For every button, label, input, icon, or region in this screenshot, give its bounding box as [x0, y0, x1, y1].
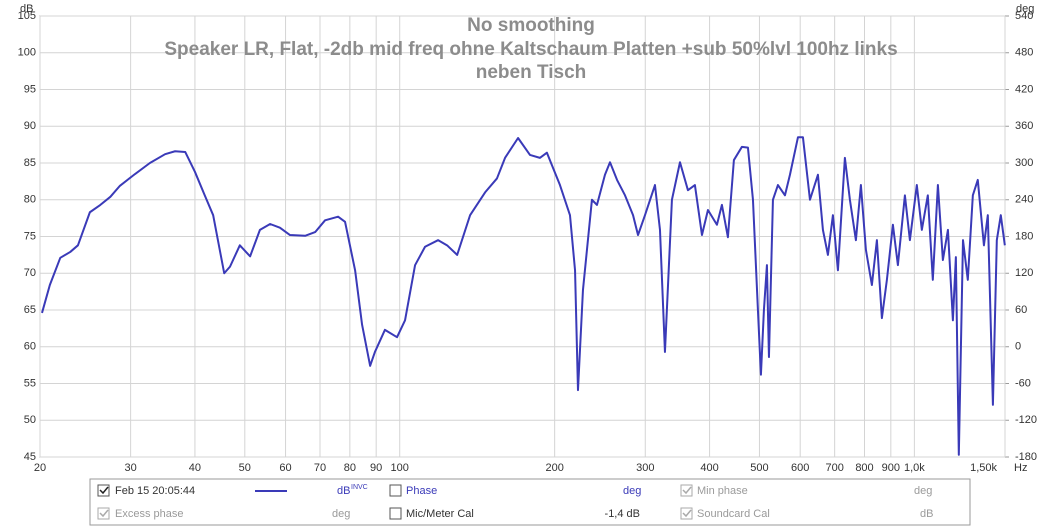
- unit: dB: [337, 485, 350, 497]
- checkbox[interactable]: [97, 484, 110, 497]
- y-tick-label: 80: [24, 194, 36, 206]
- y-tick-label: 75: [24, 230, 36, 242]
- y-axis-label: dB: [20, 3, 33, 15]
- checkbox[interactable]: [680, 484, 693, 497]
- marks: [41, 136, 1006, 456]
- x-tick-label: 700: [825, 462, 843, 474]
- cal-value: -1,4 dB: [605, 508, 640, 520]
- check-mark: [682, 486, 692, 495]
- checkbox[interactable]: [97, 507, 110, 520]
- x-tick-label: 1,50k: [970, 462, 997, 474]
- x-tick-label: 20: [34, 462, 46, 474]
- y2-tick-label: 120: [1015, 267, 1033, 279]
- x-tick-label: 500: [750, 462, 768, 474]
- y2-tick-label: 300: [1015, 157, 1033, 169]
- cal-label[interactable]: Mic/Meter Cal: [406, 508, 474, 520]
- y2-tick-label: 420: [1015, 83, 1033, 95]
- y2-tick-label: -60: [1015, 377, 1031, 389]
- min-phase-label[interactable]: Min phase: [697, 485, 748, 497]
- y-tick-label: 85: [24, 157, 36, 169]
- unit: deg: [914, 485, 932, 497]
- x-tick-label: 90: [370, 462, 382, 474]
- checkbox[interactable]: [389, 507, 402, 520]
- x-tick-label: 70: [314, 462, 326, 474]
- y2-axis-label: deg: [1016, 3, 1034, 15]
- x-axis-label: Hz: [1014, 462, 1027, 474]
- y-tick-label: 105: [18, 10, 36, 22]
- y2-tick-label: 0: [1015, 341, 1021, 353]
- check-mark: [682, 509, 692, 518]
- series-line: [41, 136, 1006, 456]
- x-tick-label: 50: [239, 462, 251, 474]
- check-mark: [99, 486, 109, 495]
- x-tick-label: 400: [700, 462, 718, 474]
- unit: deg: [623, 485, 641, 497]
- legend-series[interactable]: Feb 15 20:05:44: [115, 485, 195, 497]
- x-tick-label: 80: [344, 462, 356, 474]
- y2-tick-label: 540: [1015, 10, 1033, 22]
- x-tick-label: 200: [545, 462, 563, 474]
- excess-label[interactable]: Excess phase: [115, 508, 183, 520]
- chart-subtitle: neben Tisch: [476, 62, 587, 83]
- checkbox[interactable]: [389, 484, 402, 497]
- y-tick-label: 90: [24, 120, 36, 132]
- y-tick-label: 65: [24, 304, 36, 316]
- x-tick-label: 30: [125, 462, 137, 474]
- y-tick-label: 100: [18, 47, 36, 59]
- x-tick-label: 40: [189, 462, 201, 474]
- y-tick-label: 50: [24, 414, 36, 426]
- x-tick-label: 600: [791, 462, 809, 474]
- x-tick-label: 1,0k: [904, 462, 925, 474]
- y-tick-label: 60: [24, 341, 36, 353]
- x-tick-label: 300: [636, 462, 654, 474]
- y-tick-label: 95: [24, 83, 36, 95]
- soundcard-label[interactable]: Soundcard Cal: [697, 508, 770, 520]
- x-tick-label: 100: [391, 462, 409, 474]
- unit: deg: [332, 508, 350, 520]
- checkbox[interactable]: [680, 507, 693, 520]
- legend-box: [89, 478, 971, 526]
- legend-panel: Feb 15 20:05:44 dB INVC Phase deg Min ph…: [89, 478, 971, 526]
- x-tick-label: 800: [855, 462, 873, 474]
- y2-tick-label: -180: [1015, 451, 1037, 463]
- chart-title: No smoothing: [467, 15, 595, 36]
- x-tick-label: 900: [882, 462, 900, 474]
- unit-sup: INVC: [351, 484, 368, 491]
- x-tick-label: 60: [279, 462, 291, 474]
- y2-tick-label: 60: [1015, 304, 1027, 316]
- check-mark: [99, 509, 109, 518]
- y-tick-label: 55: [24, 377, 36, 389]
- y2-tick-label: 480: [1015, 47, 1033, 59]
- y2-tick-label: 240: [1015, 194, 1033, 206]
- chart-subtitle: Speaker LR, Flat, -2db mid freq ohne Kal…: [164, 39, 897, 60]
- phase-label[interactable]: Phase: [406, 485, 437, 497]
- y-tick-label: 45: [24, 451, 36, 463]
- y2-tick-label: 180: [1015, 230, 1033, 242]
- y2-tick-label: -120: [1015, 414, 1037, 426]
- y2-tick-label: 360: [1015, 120, 1033, 132]
- unit: dB: [920, 508, 933, 520]
- y-tick-label: 70: [24, 267, 36, 279]
